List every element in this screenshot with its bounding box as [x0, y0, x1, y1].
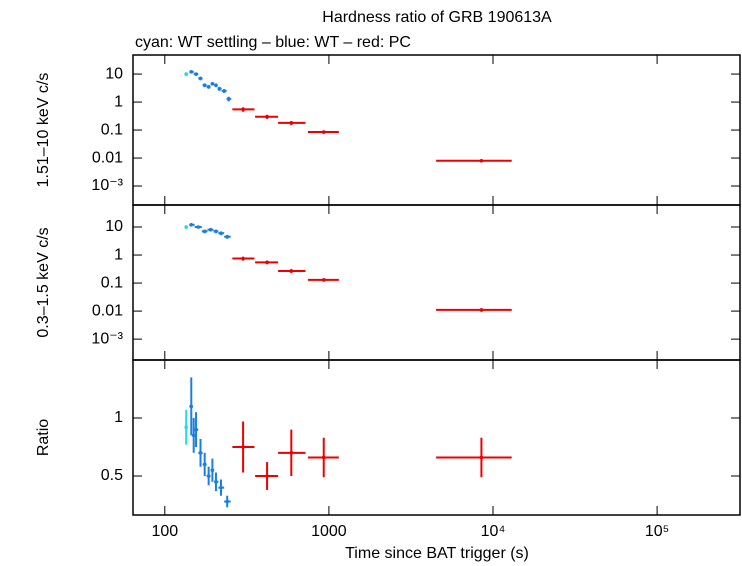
data-point	[198, 451, 203, 455]
y-tick-label: 1	[114, 93, 123, 110]
y-tick-label: 0.1	[101, 274, 123, 291]
data-point	[202, 229, 207, 234]
y-tick-label: 1	[114, 409, 123, 426]
data-point	[241, 107, 245, 112]
data-point	[479, 455, 484, 460]
data-point	[289, 451, 294, 455]
y-tick-label: 10⁻³	[91, 177, 123, 194]
data-point	[225, 234, 229, 239]
y-tick-label: 10⁻³	[91, 330, 123, 347]
x-tick-label: 10⁴	[481, 523, 506, 540]
data-point	[289, 121, 294, 125]
data-point	[321, 130, 326, 134]
data-point	[196, 225, 201, 229]
data-point	[321, 455, 326, 460]
data-point	[208, 227, 213, 232]
plot-frame	[132, 359, 741, 516]
x-axis-label: Time since BAT trigger (s)	[345, 545, 529, 562]
data-point	[219, 231, 223, 236]
data-point	[206, 85, 211, 89]
data-point	[184, 225, 188, 229]
y-axis-label: 1.51–10 keV c/s	[35, 73, 52, 188]
y-axis-label: Ratio	[35, 419, 52, 456]
data-point	[479, 308, 484, 312]
data-point	[202, 462, 207, 467]
data-point	[219, 485, 223, 490]
data-point	[241, 445, 245, 449]
y-tick-label: 0.01	[92, 302, 123, 319]
data-point	[210, 468, 215, 473]
y-tick-label: 0.01	[92, 149, 123, 166]
data-point	[189, 404, 194, 409]
y-tick-label: 10	[105, 65, 123, 82]
y-axis-label: 0.3–1.5 keV c/s	[35, 227, 52, 337]
data-point	[210, 81, 215, 86]
y-tick-label: 0.1	[101, 121, 123, 138]
data-point	[189, 222, 194, 227]
x-tick-label: 100	[151, 523, 178, 540]
data-point	[206, 474, 211, 478]
data-point	[214, 480, 218, 484]
data-point	[265, 260, 269, 265]
plot-frame	[132, 54, 741, 206]
data-point	[321, 278, 326, 282]
data-point	[194, 427, 198, 432]
data-point	[194, 72, 198, 76]
data-point	[214, 229, 218, 234]
y-tick-label: 0.5	[101, 467, 123, 484]
plot-frame	[132, 204, 741, 361]
data-point	[265, 474, 269, 478]
data-point	[184, 72, 188, 76]
data-point	[265, 114, 269, 119]
x-tick-label: 10⁵	[645, 523, 669, 540]
chart-title: Hardness ratio of GRB 190613A	[322, 9, 552, 26]
data-point	[202, 83, 207, 88]
data-point	[214, 83, 218, 88]
data-point	[226, 97, 231, 101]
data-point	[184, 425, 188, 430]
data-point	[241, 256, 245, 261]
data-point	[198, 76, 203, 81]
data-point	[191, 433, 196, 438]
data-point	[289, 269, 294, 273]
data-point	[222, 89, 226, 93]
data-point	[479, 158, 484, 163]
data-point	[189, 70, 194, 74]
data-point	[217, 86, 222, 91]
y-tick-label: 10	[105, 218, 123, 235]
x-tick-label: 1000	[311, 523, 347, 540]
chart-subtitle: cyan: WT settling – blue: WT – red: PC	[135, 34, 411, 51]
data-point	[225, 499, 229, 504]
y-tick-label: 1	[114, 246, 123, 263]
